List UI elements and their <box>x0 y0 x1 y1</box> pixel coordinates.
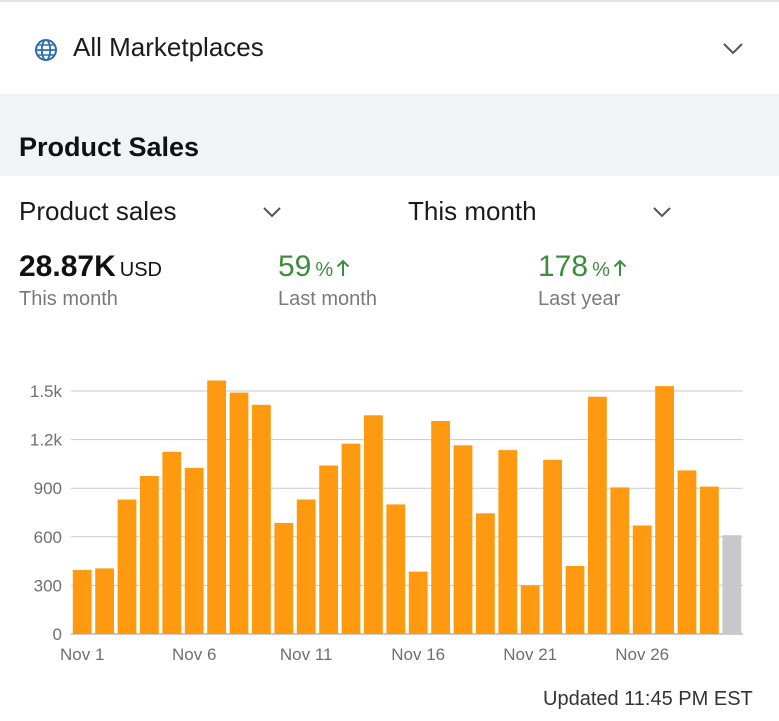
metric-dropdown[interactable]: Product sales <box>19 192 294 236</box>
bar-nov-15[interactable] <box>386 504 406 634</box>
bar-nov-30[interactable] <box>722 535 742 634</box>
x-tick-label: Nov 16 <box>391 645 445 664</box>
section-header-band <box>0 94 779 176</box>
bar-nov-9[interactable] <box>252 404 271 634</box>
last-updated-text: Updated 11:45 PM EST <box>543 688 753 710</box>
x-tick-label: Nov 1 <box>60 645 104 664</box>
bar-nov-2[interactable] <box>95 568 114 634</box>
y-tick-label: 600 <box>34 528 62 547</box>
x-tick-label: Nov 21 <box>503 645 557 664</box>
metric-dropdown-label: Product sales <box>19 196 177 226</box>
stat-value: 59 <box>278 250 312 283</box>
stat-vs-last-month: 59% Last month <box>278 250 377 311</box>
stat-caption: Last month <box>278 288 377 310</box>
bar-nov-5[interactable] <box>162 451 182 635</box>
bar-nov-24[interactable] <box>588 396 607 634</box>
stat-vs-last-year: 178% Last year <box>538 250 627 311</box>
section-title: Product Sales <box>19 132 200 162</box>
bar-nov-18[interactable] <box>453 445 473 634</box>
y-tick-label: 0 <box>53 625 62 644</box>
bar-nov-23[interactable] <box>565 566 585 634</box>
bar-nov-1[interactable] <box>72 570 92 634</box>
y-tick-label: 1.2k <box>30 431 63 450</box>
arrow-up-icon <box>336 259 350 276</box>
chevron-down-icon <box>723 43 743 55</box>
bar-nov-20[interactable] <box>498 450 518 634</box>
bar-nov-27[interactable] <box>655 386 674 634</box>
daily-sales-chart: 0 300 600 900 1.2k 1.5k Nov 1 Nov 6 Nov 11 Nov 16… <box>0 370 779 670</box>
stat-caption: This month <box>19 288 118 310</box>
arrow-up-icon <box>613 259 627 276</box>
marketplace-label: All Marketplaces <box>73 32 264 62</box>
bar-nov-26[interactable] <box>632 525 652 635</box>
stat-unit: USD <box>119 259 162 281</box>
x-tick-label: Nov 26 <box>615 645 669 664</box>
bar-nov-25[interactable] <box>610 487 630 634</box>
bar-nov-16[interactable] <box>408 571 428 634</box>
bar-nov-8[interactable] <box>229 392 249 634</box>
chevron-down-icon <box>653 207 671 218</box>
bar-nov-7[interactable] <box>207 380 226 635</box>
bar-nov-12[interactable] <box>319 465 338 635</box>
period-dropdown-label: This month <box>408 196 537 226</box>
stat-unit: % <box>592 259 610 281</box>
stat-this-month: 28.87K USD This month <box>19 250 162 311</box>
globe-icon <box>35 39 57 61</box>
y-tick-label: 900 <box>34 479 62 498</box>
y-tick-label: 1.5k <box>30 382 63 401</box>
bar-nov-17[interactable] <box>431 421 450 634</box>
stat-value: 28.87K <box>19 250 116 283</box>
bar-nov-10[interactable] <box>274 523 294 634</box>
bar-nov-4[interactable] <box>140 476 159 634</box>
bar-nov-14[interactable] <box>364 415 383 634</box>
bar-nov-6[interactable] <box>184 467 204 634</box>
bar-nov-11[interactable] <box>296 499 316 635</box>
y-tick-label: 300 <box>34 576 62 595</box>
bar-nov-3[interactable] <box>117 499 137 635</box>
stat-value: 178 <box>538 250 589 283</box>
bar-nov-28[interactable] <box>677 470 697 634</box>
bar-nov-29[interactable] <box>700 486 719 634</box>
stat-caption: Last year <box>538 288 621 310</box>
chevron-down-icon <box>263 207 281 218</box>
bar-nov-13[interactable] <box>341 443 361 634</box>
bar-nov-19[interactable] <box>476 513 495 634</box>
x-tick-label: Nov 6 <box>172 645 216 664</box>
x-tick-label: Nov 11 <box>280 645 333 664</box>
stat-unit: % <box>315 259 334 281</box>
bar-nov-22[interactable] <box>543 459 562 634</box>
marketplace-selector[interactable]: All Marketplaces <box>0 2 779 94</box>
bar-chart-svg: 0 300 600 900 1.2k 1.5k Nov 1 Nov 6 Nov 11 Nov 16… <box>30 380 743 664</box>
period-dropdown[interactable]: This month <box>408 192 678 236</box>
bar-nov-21[interactable] <box>520 585 540 634</box>
top-divider <box>0 0 779 2</box>
